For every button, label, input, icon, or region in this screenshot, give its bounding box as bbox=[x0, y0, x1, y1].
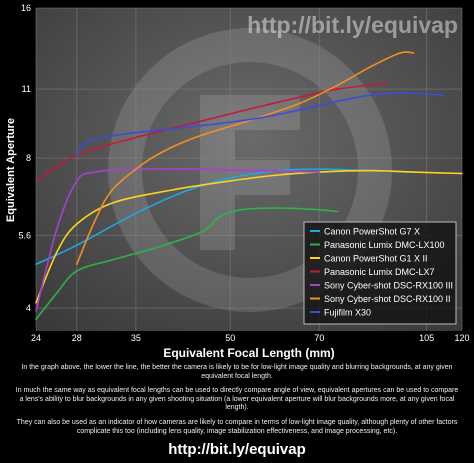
legend-entry: Canon PowerShot G1 X II bbox=[324, 253, 428, 263]
legend-box bbox=[303, 221, 457, 325]
legend-entry: Panasonic Lumix DMC-LX100 bbox=[324, 240, 445, 250]
note-paragraph: They can also be used as an indicator of… bbox=[16, 418, 458, 435]
x-tick-label: 50 bbox=[225, 333, 235, 343]
legend-entry: Panasonic Lumix DMC-LX7 bbox=[324, 267, 435, 277]
series-lines bbox=[35, 51, 463, 321]
y-tick-label: 11 bbox=[22, 84, 31, 94]
y-tick-labels: 4 5.6 8 11 16 bbox=[18, 3, 31, 313]
x-tick-label: 70 bbox=[314, 333, 324, 343]
x-tick-label: 105 bbox=[419, 333, 434, 343]
series-line-6 bbox=[76, 92, 445, 157]
x-tick-label: 120 bbox=[454, 333, 469, 343]
series-line-3 bbox=[35, 82, 387, 182]
series-line-2 bbox=[35, 169, 463, 304]
note-paragraph: In the graph above, the lower the line, … bbox=[21, 364, 453, 380]
legend-entry: Sony Cyber-shot DSC-RX100 II bbox=[324, 294, 451, 304]
x-axis-label: Equivalent Focal Length (mm) bbox=[163, 346, 334, 360]
y-tick-label: 5.6 bbox=[18, 230, 31, 240]
series-line-4 bbox=[35, 168, 321, 312]
y-tick-label: 4 bbox=[26, 303, 31, 313]
y-tick-label: 8 bbox=[26, 153, 31, 163]
legend: Canon PowerShot G7 X Panasonic Lumix DMC-… bbox=[303, 221, 457, 325]
legend-entry: Sony Cyber-shot DSC-RX100 III bbox=[324, 280, 453, 290]
legend-entry: Fujifilm X30 bbox=[324, 307, 371, 317]
legend-entry: Canon PowerShot G7 X bbox=[324, 226, 420, 236]
watermark-url: http://bit.ly/equivap bbox=[247, 12, 458, 38]
x-tick-label: 24 bbox=[31, 333, 41, 343]
x-tick-label: 28 bbox=[72, 333, 82, 343]
y-tick-label: 16 bbox=[21, 3, 31, 13]
y-axis-label: Equivalent Aperture bbox=[5, 118, 17, 222]
series-line-5 bbox=[76, 51, 415, 265]
equivalent-aperture-chart: http://bit.ly/equivap 24 28 35 50 70 105 120 4… bbox=[5, 3, 470, 360]
footer-link[interactable]: http://bit.ly/equivap bbox=[168, 441, 306, 458]
explanatory-notes: In the graph above, the lower the line, … bbox=[0, 364, 474, 442]
note-paragraph: In much the same way as equivalent focal… bbox=[15, 387, 459, 412]
series-line-1 bbox=[35, 207, 339, 321]
x-tick-label: 35 bbox=[131, 333, 141, 343]
x-tick-labels: 24 28 35 50 70 105 120 bbox=[31, 333, 470, 343]
